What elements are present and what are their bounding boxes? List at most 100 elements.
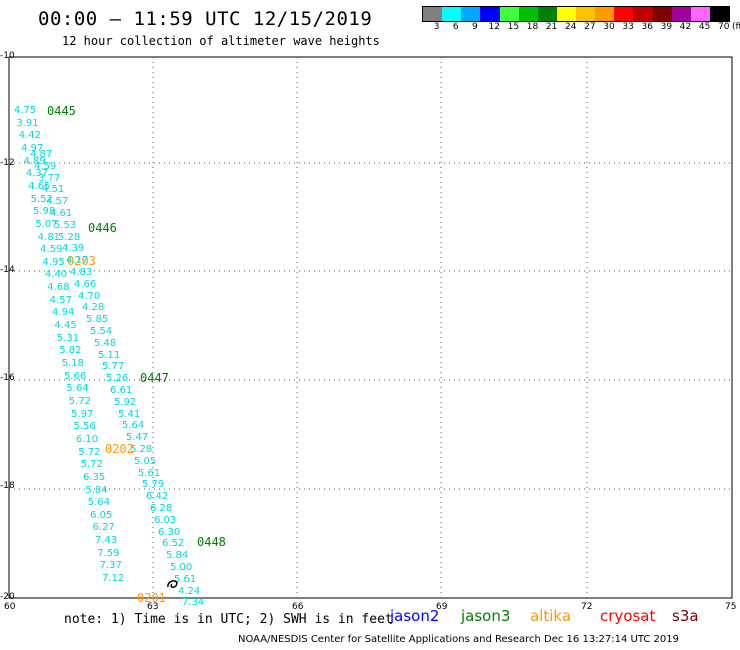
y-tick-label: -14 (0, 265, 15, 275)
wave-height-value: 5.52 (30, 193, 53, 205)
wave-height-value: 4.68 (47, 282, 70, 294)
wave-height-value: 5.66 (63, 370, 87, 382)
x-tick-label: 72 (581, 602, 593, 612)
x-tick-label: 60 (4, 602, 16, 612)
wave-height-value: 4.24 (178, 585, 201, 597)
y-tick-label: -16 (0, 373, 15, 383)
color-scale-label: 3 (433, 22, 440, 32)
wave-height-value: 6.10 (75, 433, 99, 445)
wave-height-value: 5.11 (98, 349, 121, 361)
wave-height-value: 5.53 (54, 219, 77, 231)
wave-height-value: 5.97 (71, 408, 94, 420)
wave-height-value: 6.27 (92, 522, 115, 534)
wave-height-value: 4.51 (42, 184, 65, 196)
wave-height-value: 6.05 (90, 509, 113, 521)
wave-height-value: 4.83 (70, 267, 93, 278)
wave-height-value: 4.37 (25, 168, 49, 180)
wave-height-value: 4.45 (54, 320, 77, 332)
wave-height-value: 4.39 (62, 243, 85, 255)
wave-height-value: 6.61 (110, 385, 133, 396)
wave-height-value: 4.94 (52, 307, 75, 319)
color-scale-label: 42 (679, 22, 692, 32)
wave-height-value: 5.85 (86, 314, 109, 326)
x-tick-label: 69 (436, 602, 448, 612)
wave-height-value: 5.77 (102, 361, 125, 373)
wave-height-value: 5.18 (61, 358, 84, 369)
credit-footer: NOAA/NESDIS Center for Satellite Applica… (238, 634, 680, 645)
wave-height-value: 4.95 (42, 256, 65, 268)
wave-height-value: 4.17 (66, 255, 89, 267)
wave-height-value: 4.81 (37, 231, 61, 243)
wave-height-value: 5.05 (134, 455, 157, 467)
wave-height-value: 6.28 (150, 503, 173, 514)
x-tick-label: 66 (292, 602, 304, 612)
wave-height-value: 4.59 (40, 244, 63, 256)
wave-height-value: 5.64 (66, 383, 89, 395)
color-scale-label: 27 (584, 22, 596, 32)
legend-s3a: s3a (672, 607, 699, 625)
color-scale-label: 39 (660, 22, 673, 32)
color-scale-swatch (576, 7, 596, 21)
wave-height-value: 7.34 (182, 597, 205, 609)
wave-height-value: 4.59 (34, 160, 57, 172)
wave-height-value: 6.52 (162, 538, 185, 550)
color-scale-swatch (537, 7, 557, 21)
color-scale-label: 30 (603, 22, 615, 32)
wave-height-value: 5.84 (85, 484, 108, 496)
wave-height-value: 5.64 (87, 497, 110, 509)
wave-height-value: 5.64 (122, 420, 145, 432)
wave-height-value: 4.66 (74, 278, 97, 290)
color-scale-swatch (595, 7, 615, 21)
wave-height-value: 6.35 (82, 471, 106, 483)
legend-cryosat: cryosat (600, 607, 656, 625)
wave-height-value: 5.48 (94, 337, 117, 349)
track-time-label: 0447 (140, 371, 169, 385)
track-time-label: 0201 (137, 591, 166, 605)
position-marker-icon (167, 580, 178, 588)
color-scale-label: 24 (565, 22, 577, 32)
legend-altika: altika (530, 607, 572, 625)
wave-height-value: 5.00 (170, 562, 193, 573)
x-tick-label: 63 (147, 602, 159, 612)
wave-height-value: 4.87 (30, 149, 53, 160)
color-scale-swatch (633, 7, 653, 21)
wave-height-value: 5.61 (174, 573, 197, 585)
legend-jason2: jason2 (390, 607, 440, 625)
color-scale-label: 45 (698, 22, 711, 32)
wave-height-value: 4.61 (50, 208, 73, 219)
color-scale-swatch (614, 7, 634, 21)
color-scale-swatch (518, 7, 538, 21)
color-scale-swatch (652, 7, 672, 21)
y-tick-label: -12 (0, 158, 15, 168)
track-time-label: 0445 (47, 104, 76, 118)
wave-height-value: 5.84 (166, 550, 189, 562)
color-scale-swatch (556, 7, 576, 21)
wave-height-value: 5.47 (126, 432, 149, 444)
wave-height-value: 5.56 (73, 421, 96, 433)
wave-height-value: 5.07 (35, 218, 58, 230)
wave-height-value: 5.61 (138, 467, 161, 479)
color-scale-label: 18 (526, 22, 539, 32)
color-scale-swatch (442, 7, 462, 21)
track-time-label: 0203 (67, 254, 96, 268)
map-subtitle: 12 hour collection of altimeter wave hei… (62, 34, 380, 48)
color-scale-label: 15 (507, 22, 520, 32)
wave-height-value: 7.12 (102, 573, 125, 585)
wave-height-value: 6.30 (158, 526, 181, 538)
wave-height-value: 4.40 (44, 269, 68, 281)
wave-height-value: 4.97 (21, 142, 44, 154)
color-scale-label: (ft) (731, 22, 740, 32)
x-tick-label: 75 (725, 602, 737, 612)
wave-height-value: 4.89 (23, 155, 46, 167)
wave-height-value: 5.72 (78, 446, 101, 458)
wave-height-value: 5.41 (118, 408, 141, 420)
color-scale-label: 33 (622, 22, 634, 32)
wave-height-value: 3.77 (38, 172, 61, 184)
track-time-label: 0448 (197, 535, 226, 549)
wave-height-value: 5.28 (58, 231, 81, 243)
color-scale-swatch (690, 7, 710, 21)
track-time-label: 0446 (88, 221, 117, 235)
color-scale-label: 21 (545, 22, 558, 32)
